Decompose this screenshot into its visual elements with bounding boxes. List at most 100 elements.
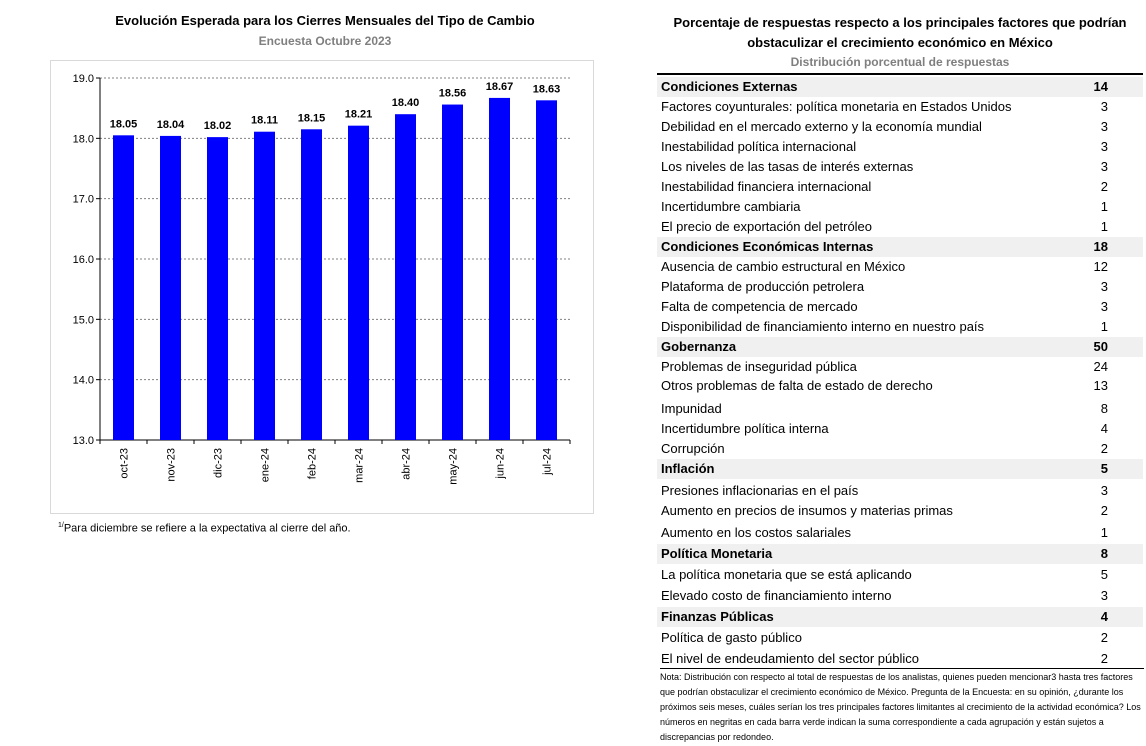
factor-value: 8 [1100,401,1108,416]
factor-value: 3 [1100,279,1108,294]
factor-value: 2 [1100,651,1108,666]
group-label: Gobernanza [661,339,737,354]
table-row: Problemas de inseguridad pública 24 [657,357,1143,377]
table-row: Inestabilidad política internacional 3 [657,137,1143,157]
y-tick-label: 16.0 [73,254,94,266]
factor-label: Ausencia de cambio estructural en México [661,259,906,274]
bar-value-label: 18.11 [251,115,278,127]
table-row: Aumento en los costos salariales 1 [657,523,1143,543]
table-row: Impunidad 8 [657,399,1143,419]
factor-value: 1 [1100,219,1108,234]
group-value: 14 [1093,79,1108,94]
factor-value: 3 [1100,139,1108,154]
factor-label: Elevado costo de financiamiento interno [661,588,892,603]
table-group-row: Condiciones Económicas Internas 18 [657,237,1143,257]
factor-label: Debilidad en el mercado externo y la eco… [661,119,982,134]
factor-value: 24 [1093,359,1108,374]
bar-value-label: 18.02 [204,120,232,132]
bar-value-label: 18.63 [533,83,561,95]
factor-label: Falta de competencia de mercado [661,299,858,314]
factor-label: Factores coyunturales: política monetari… [661,99,1012,114]
factor-value: 5 [1100,567,1108,582]
chart-subtitle: Encuesta Octubre 2023 [258,34,392,48]
factor-value: 3 [1100,299,1108,314]
y-tick-label: 19.0 [73,73,94,85]
y-tick-label: 13.0 [73,435,94,447]
x-tick-label: abr-24 [401,448,413,480]
bar [207,137,228,441]
footnote-text: Para diciembre se refiere a la expectati… [63,522,351,535]
table-row: Presiones inflacionarias en el país 3 [657,481,1143,501]
factors-table: Condiciones Externas 14 Factores coyuntura… [657,73,1143,666]
chart-title: Evolución Esperada para los Cierres Mens… [115,13,535,28]
factor-label: Impunidad [661,401,722,416]
factor-label: Problemas de inseguridad pública [661,359,857,374]
factor-value: 3 [1100,159,1108,174]
factor-label: El precio de exportación del petróleo [661,219,873,234]
table-row: Inestabilidad financiera internacional 2 [657,177,1143,197]
table-title: Porcentaje de respuestas respecto a los … [673,15,1127,50]
table-row: Disponibilidad de financiamiento interno… [657,317,1143,337]
table-row: Los niveles de las tasas de interés exte… [657,157,1143,177]
table-row: Plataforma de producción petrolera 3 [657,277,1143,297]
table-row: Factores coyunturales: política monetari… [657,97,1143,117]
factor-label: Aumento en los costos salariales [661,525,852,540]
table-row: Otros problemas de falta de estado de de… [657,376,1143,396]
bar-value-label: 18.15 [298,112,326,124]
table-row: Incertidumbre política interna 4 [657,419,1143,439]
table-group-row: Gobernanza 50 [657,337,1143,357]
table-group-row: Finanzas Públicas 4 [657,607,1143,627]
factor-label: Disponibilidad de financiamiento interno… [661,319,985,334]
group-label: Política Monetaria [661,546,773,561]
group-value: 50 [1093,339,1108,354]
x-tick-label: oct-23 [119,448,131,479]
factor-label: Incertidumbre cambiaria [661,199,801,214]
table-row: Ausencia de cambio estructural en México… [657,257,1143,277]
factor-label: Los niveles de las tasas de interés exte… [661,159,914,174]
factor-value: 3 [1100,483,1108,498]
bar-value-label: 18.67 [486,81,514,93]
table-row: El nivel de endeudamiento del sector púb… [657,649,1143,669]
bar-value-label: 18.21 [345,109,373,121]
table-note: Nota: Distribución con respecto al total… [660,668,1144,745]
x-tick-label: ene-24 [260,448,272,482]
table-row: Debilidad en el mercado externo y la eco… [657,117,1143,137]
bar [301,129,322,440]
exchange-rate-bar-chart: 13.0 14.0 15.0 16.0 17.0 18.0 19.0 18.05 oct-23 1… [50,60,594,514]
bar [536,100,557,440]
x-tick-label: may-24 [448,448,460,485]
group-value: 18 [1093,239,1108,254]
table-row: Incertidumbre cambiaria 1 [657,197,1143,217]
table-row: La política monetaria que se está aplica… [657,565,1143,585]
y-tick-label: 17.0 [73,194,94,206]
group-value: 8 [1100,546,1108,561]
chart-footnote: 1/Para diciembre se refiere a la expecta… [58,522,351,535]
factor-label: Inestabilidad financiera internacional [661,179,872,194]
factor-label: Otros problemas de falta de estado de de… [661,378,933,393]
factor-label: Inestabilidad política internacional [661,139,857,154]
factor-value: 1 [1100,199,1108,214]
group-label: Condiciones Económicas Internas [661,239,874,254]
bar [348,125,369,440]
factor-label: El nivel de endeudamiento del sector púb… [661,651,920,666]
table-group-row: Condiciones Externas 14 [657,77,1143,97]
x-tick-label: jun-24 [495,448,507,480]
x-tick-label: feb-24 [307,448,319,479]
factor-label: La política monetaria que se está aplica… [661,567,912,582]
bar [254,131,275,440]
group-value: 5 [1100,461,1108,476]
factor-label: Presiones inflacionarias en el país [661,483,859,498]
factor-label: Aumento en precios de insumos y materias… [661,503,953,518]
y-tick-label: 14.0 [73,375,94,387]
x-tick-label: nov-23 [166,448,178,482]
factor-value: 3 [1100,119,1108,134]
group-label: Condiciones Externas [661,79,798,94]
factor-value: 1 [1100,525,1108,540]
factor-value: 3 [1100,99,1108,114]
bar-value-label: 18.40 [392,97,420,109]
factor-value: 2 [1100,441,1108,456]
table-row: El precio de exportación del petróleo 1 [657,217,1143,237]
bar [442,104,463,440]
y-tick-label: 15.0 [73,314,94,326]
group-value: 4 [1100,609,1108,624]
